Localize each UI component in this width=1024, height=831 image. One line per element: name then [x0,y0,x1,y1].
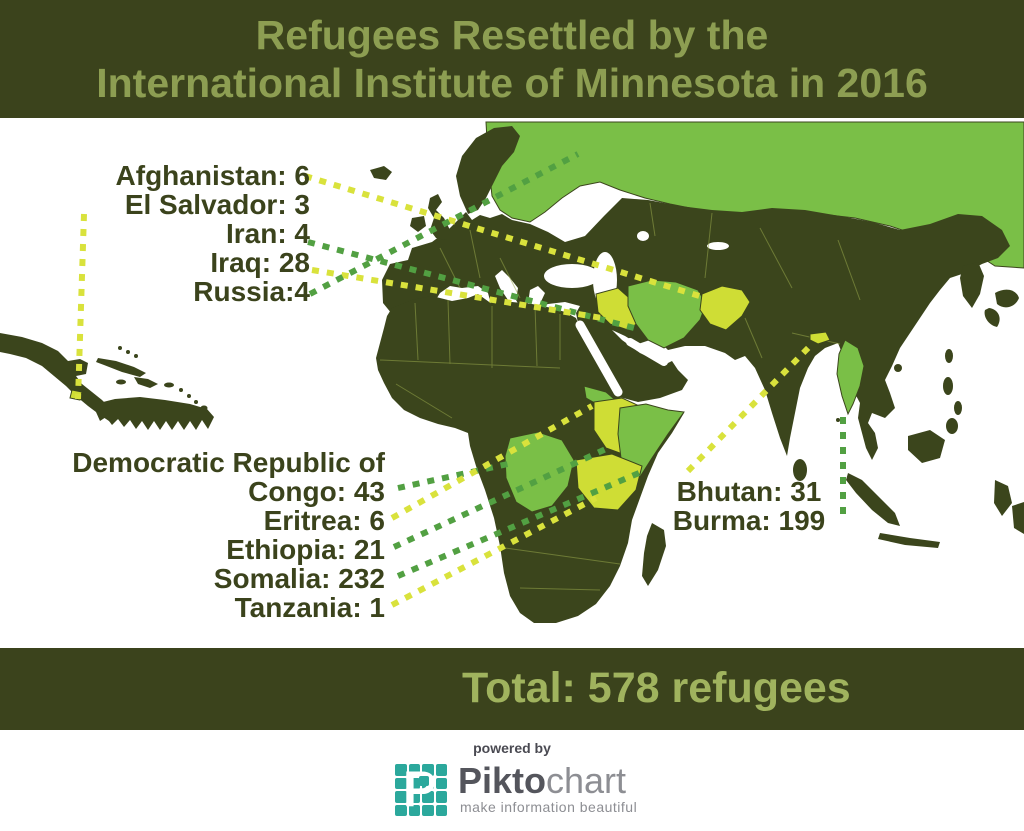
island-jamaica [116,379,126,385]
island-bahamas-1 [118,346,122,350]
sea-black-sea [544,264,600,288]
country-count-label: Somalia: 232 [213,563,385,594]
country-count-label: Ethiopia: 21 [226,534,385,565]
total-label: Total: 578 refugees [462,664,851,712]
sea-aral [637,231,649,241]
island-taiwan [945,349,953,363]
island-japan-south [984,308,1000,327]
country-count-label: Afghanistan: 6 [115,160,310,191]
country-count-label: Russia:4 [193,276,310,307]
callout-southeast-asia: Bhutan: 31 Burma: 199 [656,477,842,535]
island-borneo [908,430,945,463]
island-sulawesi [994,480,1012,516]
country-afghanistan [699,285,751,331]
total-banner: Total: 578 refugees [0,648,1024,730]
country-dr-congo [504,431,575,513]
country-count-label: Iraq: 28 [210,247,310,278]
header-banner: Refugees Resettled by the International … [0,0,1024,118]
region-scandinavia [456,126,520,214]
island-madagascar [642,523,666,586]
country-count-label: El Salvador: 3 [124,189,310,220]
country-count-label: Burma: 199 [672,505,826,536]
country-count-label: Tanzania: 1 [234,592,385,623]
country-count-label: Bhutan: 31 [676,476,822,507]
country-bhutan [809,331,831,345]
region-eurasia [382,198,1010,460]
logo-p-letter: P [403,761,437,817]
region-south-america [95,397,214,430]
island-bahamas-3 [134,354,138,358]
region-ireland [410,216,426,232]
country-count-label: Iran: 4 [225,218,310,249]
map-area [0,118,1024,648]
title-line-1: Refugees Resettled by the [255,12,769,58]
connector-lines [75,151,846,608]
callout-west-asia: Afghanistan: 6 El Salvador: 3 Iran: 4 Ir… [40,161,310,306]
country-count-label: Eritrea: 6 [263,505,385,536]
island-antilles-2 [187,394,191,398]
island-philippines-2 [954,401,962,415]
island-java [878,533,940,548]
country-iran [627,279,707,349]
callout-africa: Democratic Republic of Congo: 43 Eritrea… [65,448,385,622]
piktochart-logo[interactable]: P [395,761,447,818]
sea-balkhash [707,242,729,250]
island-sri-lanka [793,459,807,481]
island-philippines-3 [946,418,958,434]
island-sumatra [846,473,900,526]
island-hainan [894,364,902,372]
sea-red-sea [575,320,623,397]
island-bahamas-2 [126,350,130,354]
title-line-2: International Institute of Minnesota in … [96,60,928,106]
island-cuba [96,358,146,377]
piktochart-wordmark[interactable]: Piktochart [458,760,626,802]
connector-iraq [311,267,603,321]
island-puerto-rico [164,382,174,388]
logo-mosaic-icon [395,764,447,816]
island-new-guinea [1012,502,1024,534]
connector-russia [308,151,580,297]
island-antilles-3 [194,400,198,404]
island-andaman [836,418,840,422]
country-borders [379,202,861,591]
brand-text-bold: Pikto [458,760,547,801]
region-iceland [370,166,392,180]
sea-persian-gulf [626,338,668,366]
connector-el-salvador [75,213,87,400]
region-mexico-central-america [0,333,118,423]
country-iraq [595,287,643,331]
island-japan-north [995,289,1019,308]
island-philippines-1 [943,377,953,395]
country-burma [836,339,865,416]
island-antilles-1 [179,388,183,392]
connector-iran [307,239,635,331]
world-map [0,121,1024,623]
brand-text-light: chart [546,760,627,801]
logo-p-counter-tile [419,776,429,786]
region-korea [960,262,984,308]
island-hispaniola [134,377,158,388]
powered-by-label: powered by [473,740,551,756]
brand-tagline: make information beautiful [460,799,638,815]
connector-dr-congo [397,461,509,491]
connector-ethiopia [392,445,610,550]
country-count-label: Democratic Republic of Congo: 43 [72,447,385,507]
connector-afghanistan [304,173,707,301]
